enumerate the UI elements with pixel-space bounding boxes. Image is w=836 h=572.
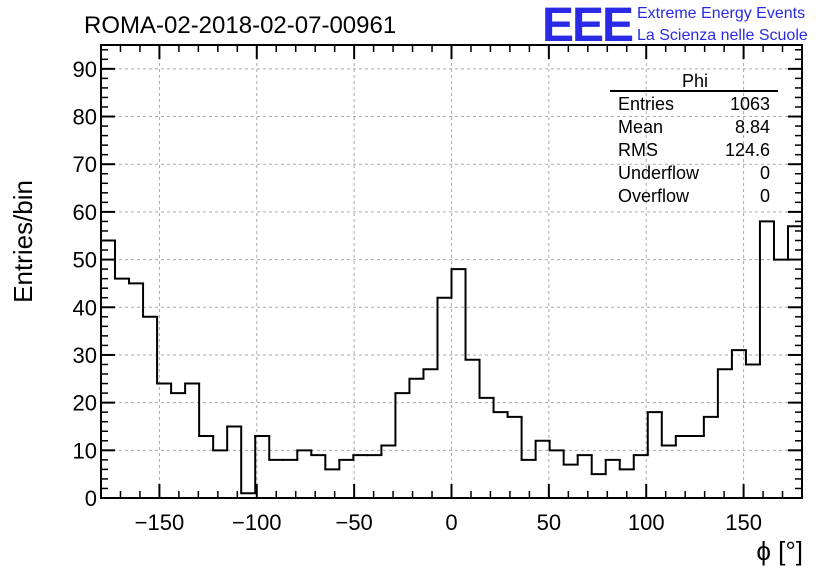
x-tick-label: −50: [335, 510, 372, 535]
logo-line-1: Extreme Energy Events: [637, 5, 805, 22]
y-axis-label: Entries/bin: [8, 180, 38, 303]
x-tick-label: −150: [135, 510, 185, 535]
y-tick-label: 30: [73, 343, 97, 368]
stats-rows: Entries 1063 Mean 8.84 RMS 124.6 Underflow 0 Ove…: [618, 94, 770, 206]
y-tick-label: 50: [73, 248, 97, 273]
stats-row-label: RMS: [618, 140, 658, 160]
y-tick-label: 10: [73, 438, 97, 463]
logo-line-2: La Scienza nelle Scuole: [637, 27, 808, 44]
stats-row-value: 0: [760, 163, 770, 183]
stats-row-label: Entries: [618, 94, 674, 114]
stats-row-value: 1063: [730, 94, 770, 114]
axis-ticks: −150 −100 −50 0 50 100 150 0 10 20 30 40 50 60 70 80 90: [73, 45, 802, 535]
x-tick-label: −100: [232, 510, 282, 535]
grid: [101, 45, 802, 498]
chart-title: ROMA-02-2018-02-07-00961: [84, 12, 396, 39]
stats-box: Phi Entries 1063 Mean 8.84 RMS 124.6 Underflow…: [610, 71, 778, 206]
stats-title: Phi: [682, 71, 708, 91]
eee-logo: EEE Extreme Energy Events La Scienza nel…: [542, 0, 808, 52]
x-axis-label: ϕ [°]: [756, 536, 803, 566]
y-tick-label: 70: [73, 152, 97, 177]
y-tick-label: 40: [73, 295, 97, 320]
stats-row-label: Mean: [618, 117, 663, 137]
stats-row-label: Underflow: [618, 163, 700, 183]
y-tick-label: 0: [85, 486, 97, 511]
histogram-series: [100, 220, 803, 495]
x-tick-label: 150: [725, 510, 762, 535]
x-tick-label: 100: [628, 510, 665, 535]
y-tick-label: 60: [73, 200, 97, 225]
stats-row-value: 0: [760, 186, 770, 206]
y-tick-label: 90: [73, 57, 97, 82]
stats-row-label: Overflow: [618, 186, 690, 206]
logo-mark: EEE: [542, 0, 633, 52]
stats-row-value: 124.6: [725, 140, 770, 160]
x-tick-label: 0: [445, 510, 457, 535]
plot-frame: [100, 44, 803, 499]
y-tick-label: 80: [73, 105, 97, 130]
x-tick-label: 50: [537, 510, 561, 535]
y-tick-label: 20: [73, 391, 97, 416]
stats-row-value: 8.84: [735, 117, 770, 137]
